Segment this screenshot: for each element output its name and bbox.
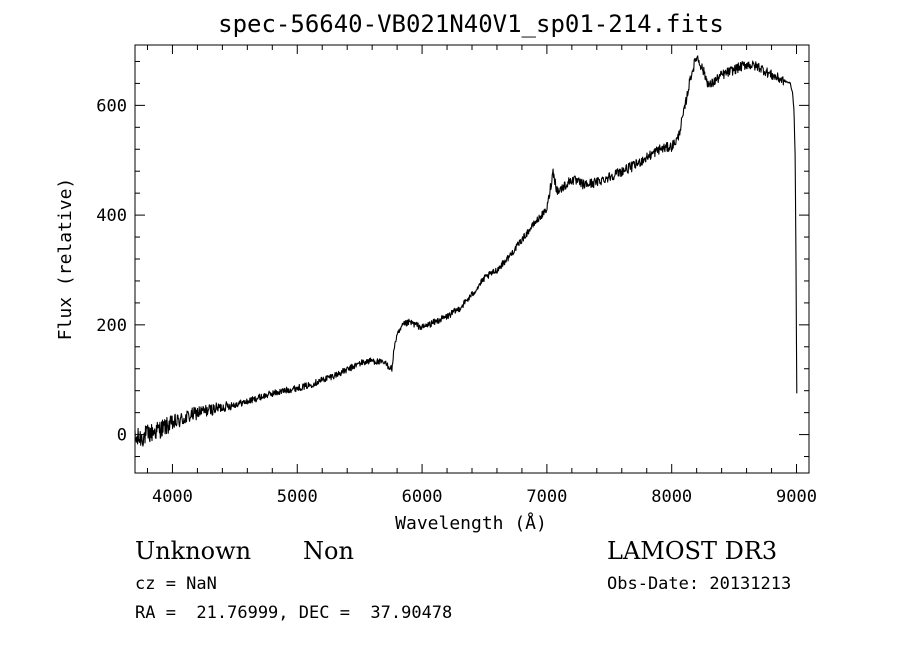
x-tick-label: 9000 bbox=[776, 487, 817, 507]
coords-label: RA = 21.76999, DEC = 37.90478 bbox=[135, 603, 453, 623]
x-tick-label: 4000 bbox=[152, 487, 193, 507]
x-tick-label: 6000 bbox=[402, 487, 443, 507]
y-tick-label: 400 bbox=[96, 206, 127, 226]
survey-label: LAMOST DR3 bbox=[607, 537, 778, 565]
redshift-label: cz = NaN bbox=[135, 574, 217, 594]
x-tick-label: 5000 bbox=[277, 487, 318, 507]
x-tick-labels: 4000 5000 6000 7000 8000 9000 bbox=[152, 487, 817, 507]
chart-title: spec-56640-VB021N40V1_sp01-214.fits bbox=[218, 10, 724, 38]
y-tick-label: 0 bbox=[117, 426, 127, 446]
object-subclass: Non bbox=[303, 537, 354, 565]
axis-ticks bbox=[135, 45, 809, 473]
x-axis-label: Wavelength (Å) bbox=[395, 512, 547, 534]
obs-date-label: Obs-Date: 20131213 bbox=[607, 574, 792, 594]
y-tick-label: 200 bbox=[96, 316, 127, 336]
y-tick-labels: 0 200 400 600 bbox=[96, 96, 127, 445]
y-axis-label: Flux (relative) bbox=[55, 178, 76, 341]
spectrum-line bbox=[134, 55, 798, 447]
plot-frame bbox=[134, 44, 810, 474]
y-tick-label: 600 bbox=[96, 96, 127, 116]
x-tick-label: 8000 bbox=[651, 487, 692, 507]
x-tick-label: 7000 bbox=[526, 487, 567, 507]
object-class: Unknown bbox=[135, 537, 252, 565]
